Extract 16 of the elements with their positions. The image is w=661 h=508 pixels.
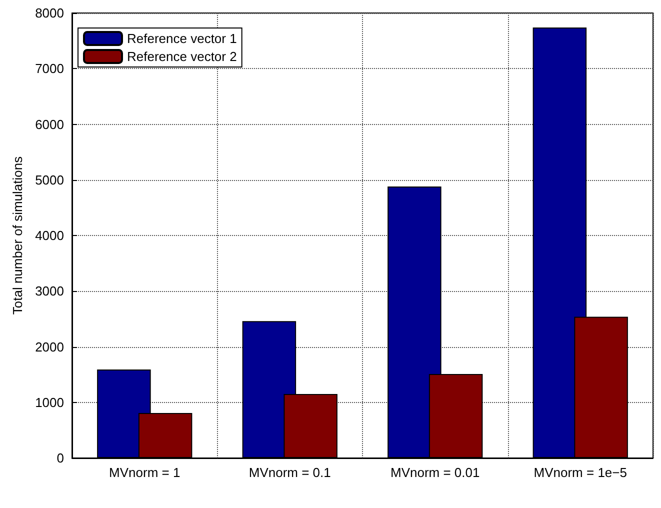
y-axis-title: Total number of simulations <box>10 156 26 315</box>
y-tick-label: 8000 <box>35 6 64 20</box>
y-tick-label: 5000 <box>35 172 64 188</box>
y-tick-label: 3000 <box>35 284 64 299</box>
y-tick-label: 4000 <box>35 228 64 243</box>
x-tick-label: MVnorm = 0.01 <box>390 465 480 480</box>
y-tick-label: 2000 <box>35 339 64 354</box>
legend-label: Reference vector 2 <box>127 49 237 64</box>
x-tick-label: MVnorm = 0.1 <box>248 465 331 480</box>
y-tick-label: 0 <box>56 450 64 466</box>
legend-label: Reference vector 1 <box>127 31 237 46</box>
y-tick-label: 6000 <box>35 116 64 132</box>
x-tick-label: MVnorm = 1 <box>109 465 180 480</box>
y-tick-label: 7000 <box>35 61 64 76</box>
x-tick-label: MVnorm = 1e−5 <box>534 465 627 480</box>
y-tick-label: 1000 <box>35 394 64 410</box>
